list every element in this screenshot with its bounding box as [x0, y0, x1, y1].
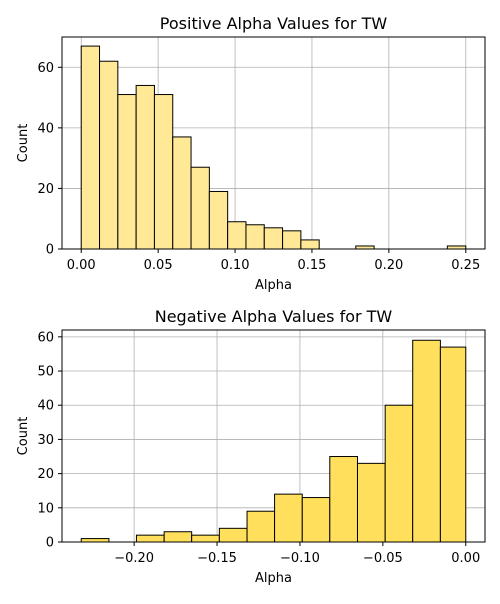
y-tick-label: 30: [37, 433, 54, 448]
histogram-bar: [163, 531, 193, 543]
histogram-bar: [439, 346, 467, 543]
y-axis-label: Count: [16, 417, 31, 456]
histogram-bar: [218, 527, 248, 543]
histogram-bar: [80, 45, 101, 250]
histogram-bar: [135, 534, 165, 543]
x-tick-label: 0.25: [451, 258, 480, 273]
y-tick-label: 50: [37, 365, 54, 380]
histogram-bar: [300, 239, 320, 250]
histogram-bar: [412, 339, 441, 543]
y-tick-label: 10: [37, 501, 54, 516]
histogram-bar: [208, 190, 229, 250]
histogram-bar: [153, 94, 174, 250]
axes-frame: [61, 329, 486, 543]
y-tick-label: 20: [37, 182, 54, 197]
x-tick-label: −0.10: [280, 551, 320, 566]
x-tick-label: 0.00: [451, 551, 480, 566]
x-axis-label: Alpha: [255, 571, 292, 586]
histogram-bar: [190, 166, 210, 250]
y-axis-label: Count: [16, 124, 31, 163]
histogram-bar: [99, 60, 119, 250]
x-tick-label: −0.05: [363, 551, 403, 566]
x-tick-label: 0.10: [221, 258, 250, 273]
x-axis-label: Alpha: [255, 278, 292, 293]
x-tick-label: −0.20: [114, 551, 154, 566]
histogram-bar: [356, 462, 386, 543]
histogram-bar: [227, 221, 247, 250]
histogram-bar: [384, 404, 414, 543]
x-tick-label: 0.05: [144, 258, 173, 273]
y-tick-label: 40: [37, 121, 54, 136]
negative-alpha-histogram: −0.20 −0.15 −0.10 −0.05 0.00 0 10 20 30 40 50 60 Neg…: [16, 307, 486, 586]
histogram-bar: [245, 224, 265, 250]
histogram-bar: [301, 497, 331, 543]
histogram-bar: [135, 84, 155, 250]
positive-alpha-histogram: 0.00 0.05 0.10 0.15 0.20 0.25 0 20 40 60 Positive …: [16, 14, 486, 293]
y-tick-label: 60: [37, 61, 54, 76]
histogram-bar: [274, 493, 303, 543]
x-tick-label: 0.20: [374, 258, 403, 273]
y-tick-label: 60: [37, 330, 54, 345]
histogram-bar: [263, 227, 284, 250]
histogram-bar: [172, 136, 192, 250]
axes-frame: [61, 36, 486, 250]
histogram-bar: [246, 510, 276, 543]
histogram-bar: [80, 538, 110, 543]
y-tick-label: 0: [46, 536, 54, 551]
histogram-bar: [329, 456, 358, 543]
y-tick-label: 40: [37, 399, 54, 414]
chart-title: Negative Alpha Values for TW: [155, 307, 393, 326]
chart-title: Positive Alpha Values for TW: [160, 14, 388, 33]
histogram-bar: [191, 534, 220, 543]
histogram-bar: [282, 230, 302, 250]
y-tick-label: 0: [46, 243, 54, 258]
x-tick-label: 0.15: [297, 258, 326, 273]
histogram-bar: [117, 94, 137, 250]
x-tick-label: −0.15: [197, 551, 237, 566]
y-tick-label: 20: [37, 467, 54, 482]
x-tick-label: 0.00: [67, 258, 96, 273]
